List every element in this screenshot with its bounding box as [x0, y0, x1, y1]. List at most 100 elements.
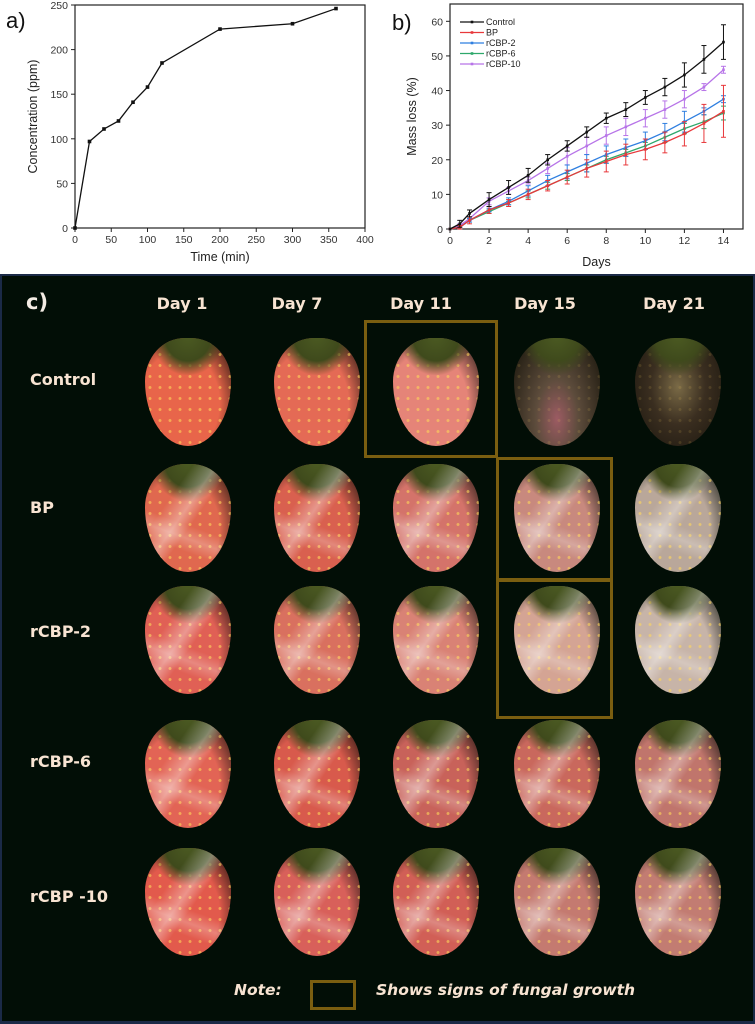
- column-header-day-21: Day 21: [643, 294, 705, 313]
- strawberry-photo: [385, 582, 485, 700]
- strawberry-image: [274, 338, 360, 446]
- data-point: [702, 85, 706, 89]
- strawberry-photo: [506, 334, 606, 452]
- fungal-growth-highlight-box: [496, 457, 613, 581]
- y-tick-label: 100: [50, 134, 68, 146]
- panel-b-letter: b): [392, 10, 412, 35]
- strawberry-image: [635, 464, 721, 572]
- x-tick-label: 150: [175, 234, 193, 246]
- strawberry-photo: [627, 844, 727, 962]
- data-point: [604, 134, 608, 137]
- strawberry-image: [145, 586, 231, 694]
- fungal-growth-highlight-box: [364, 320, 498, 458]
- data-point: [565, 155, 569, 158]
- data-point: [116, 119, 121, 123]
- strawberry-image: [514, 848, 600, 956]
- legend-marker: [470, 20, 474, 24]
- strawberry-photo: [266, 582, 366, 700]
- x-tick-label: 100: [139, 234, 157, 246]
- data-point: [145, 85, 150, 89]
- data-point: [624, 125, 628, 129]
- data-point: [87, 139, 92, 144]
- data-point: [160, 61, 164, 65]
- strawberry-photo: [506, 460, 606, 578]
- data-point: [487, 198, 491, 201]
- strawberry-image: [145, 720, 231, 828]
- strawberry-photo: [266, 460, 366, 578]
- data-point: [526, 174, 530, 177]
- strawberry-photo: [627, 334, 727, 452]
- x-tick-label: 0: [72, 234, 78, 246]
- strawberry-photo: [137, 716, 237, 834]
- data-point: [468, 219, 471, 222]
- strawberry-photo: [137, 844, 237, 962]
- column-header-day-1: Day 1: [156, 294, 208, 313]
- strawberry-photo: [266, 844, 366, 962]
- data-point: [507, 186, 510, 189]
- column-header-day-7: Day 7: [271, 294, 323, 313]
- strawberry-image: [393, 586, 479, 694]
- strawberry-image: [274, 720, 360, 828]
- legend-label: Control: [486, 17, 515, 27]
- strawberry-image: [635, 848, 721, 956]
- strawberry-photo: [627, 460, 727, 578]
- data-point: [663, 108, 667, 111]
- data-point: [683, 97, 686, 101]
- row-label-control: Control: [30, 370, 97, 389]
- series-rcbp-10: [448, 65, 726, 231]
- panel-a-letter: a): [6, 8, 26, 33]
- x-tick-label: 8: [603, 235, 609, 247]
- legend-marker: [470, 52, 474, 55]
- y-tick-label: 0: [62, 223, 68, 235]
- data-point: [683, 132, 686, 136]
- data-point: [507, 201, 510, 205]
- strawberry-image: [514, 464, 600, 572]
- x-tick-label: 14: [718, 235, 730, 247]
- data-point: [585, 144, 589, 148]
- strawberry-photo: [137, 460, 237, 578]
- data-point: [448, 227, 452, 231]
- strawberry-photo: [385, 844, 485, 962]
- y-tick-label: 20: [431, 155, 443, 167]
- y-tick-label: 0: [437, 224, 443, 236]
- data-point: [218, 27, 222, 31]
- plot-frame: [449, 3, 744, 230]
- legend-label: rCBP-2: [486, 38, 516, 48]
- strawberry-photo: [385, 460, 485, 578]
- plot-frame: [74, 4, 366, 229]
- strawberry-image: [635, 586, 721, 694]
- x-tick-label: 50: [105, 234, 117, 246]
- data-point: [663, 141, 667, 144]
- data-point: [458, 222, 462, 226]
- strawberry-image: [274, 848, 360, 956]
- legend-label: rCBP-10: [486, 59, 521, 69]
- legend-marker: [470, 31, 474, 34]
- fungal-growth-highlight-box: [496, 579, 613, 719]
- x-tick-label: 12: [679, 235, 691, 247]
- column-header-day-11: Day 11: [390, 294, 452, 313]
- data-point: [290, 21, 295, 26]
- row-label-rcbp-10: rCBP -10: [30, 887, 109, 906]
- data-point: [585, 167, 589, 170]
- x-axis-title: Days: [582, 255, 610, 269]
- x-tick-label: 4: [525, 235, 531, 247]
- series-line: [449, 110, 724, 230]
- note-text: Shows signs of fungal growth: [376, 981, 636, 999]
- strawberry-image: [393, 720, 479, 828]
- legend-label: BP: [486, 28, 498, 38]
- strawberry-photo: [385, 334, 485, 452]
- legend-label: rCBP-6: [486, 49, 516, 59]
- series-bp: [448, 84, 726, 231]
- legend-marker: [470, 62, 474, 66]
- y-tick-label: 50: [431, 51, 443, 63]
- x-tick-label: 10: [639, 235, 651, 247]
- data-point: [644, 96, 647, 99]
- strawberry-image: [145, 848, 231, 956]
- strawberry-photo: [137, 334, 237, 452]
- data-point: [73, 226, 77, 230]
- data-point: [565, 144, 569, 148]
- row-label-rcbp-6: rCBP-6: [30, 752, 92, 771]
- y-tick-label: 10: [431, 189, 443, 201]
- y-axis-title: Concentration (ppm): [26, 60, 40, 174]
- x-tick-label: 0: [447, 235, 453, 247]
